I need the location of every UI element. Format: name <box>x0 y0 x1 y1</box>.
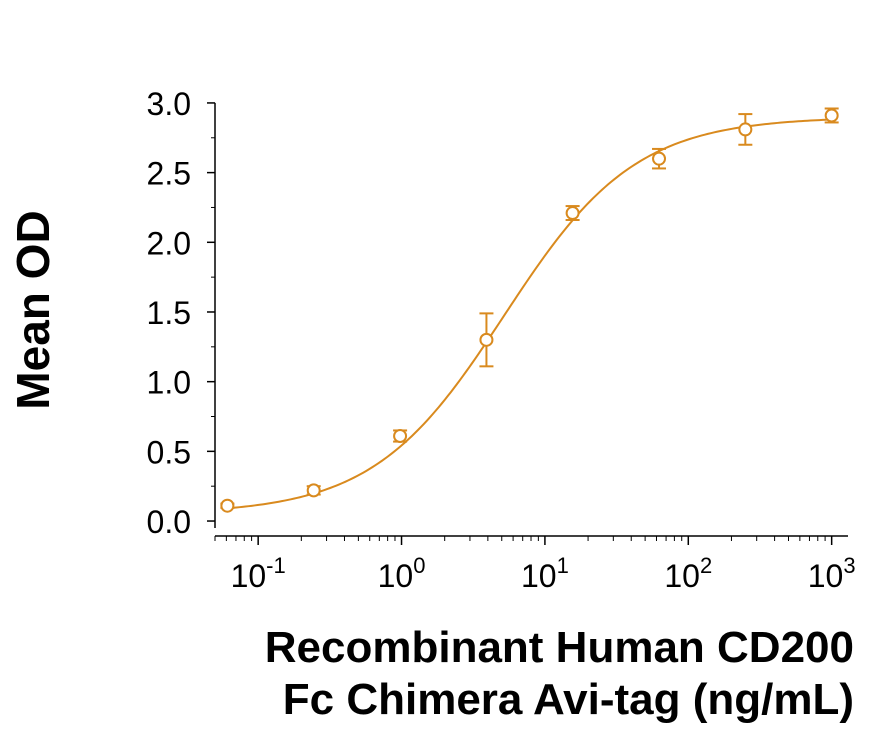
y-tick-label: 2.0 <box>147 225 191 261</box>
data-point <box>565 205 580 222</box>
point-marker <box>652 151 667 166</box>
point-marker <box>738 122 753 137</box>
data-point <box>393 429 408 444</box>
fit-curve <box>227 118 832 510</box>
axes <box>214 102 848 537</box>
x-tick-label: 10-1 <box>231 553 286 594</box>
data-point <box>738 113 753 146</box>
x-tick-label: 100 <box>378 553 426 594</box>
y-tick-label: 0.0 <box>147 504 191 540</box>
data-point <box>652 147 667 170</box>
data-point <box>479 312 494 368</box>
x-axis-label-line-1: Recombinant Human CD200 <box>264 623 854 672</box>
x-tick-label: 102 <box>664 553 712 594</box>
x-tick-label: 103 <box>808 553 856 594</box>
y-tick-label: 0.5 <box>147 434 191 470</box>
y-tick-label: 1.5 <box>147 295 191 331</box>
point-marker <box>393 429 408 444</box>
point-marker <box>479 332 494 347</box>
x-axis-label-line-2: Fc Chimera Avi-tag (ng/mL) <box>282 675 854 724</box>
point-marker <box>306 483 321 498</box>
x-axis-label: Recombinant Human CD200 Fc Chimera Avi-t… <box>265 622 854 726</box>
x-tick-label: 101 <box>521 553 569 594</box>
data-point <box>306 483 321 498</box>
point-marker <box>824 108 839 123</box>
y-axis-label: Mean OD <box>7 210 59 410</box>
data-points <box>220 107 839 513</box>
y-tick-label: 1.0 <box>147 365 191 401</box>
data-point <box>220 498 235 513</box>
point-marker <box>565 206 580 221</box>
point-marker <box>220 498 235 513</box>
y-tick-label: 3.0 <box>147 86 191 122</box>
y-axis-ticks: 0.0 0.5 1.0 1.5 2.0 2.5 3.0 <box>147 86 215 540</box>
x-axis-ticks: 10-1 100 101 102 103 <box>214 536 856 594</box>
data-point <box>824 107 839 124</box>
y-tick-label: 2.5 <box>147 156 191 192</box>
